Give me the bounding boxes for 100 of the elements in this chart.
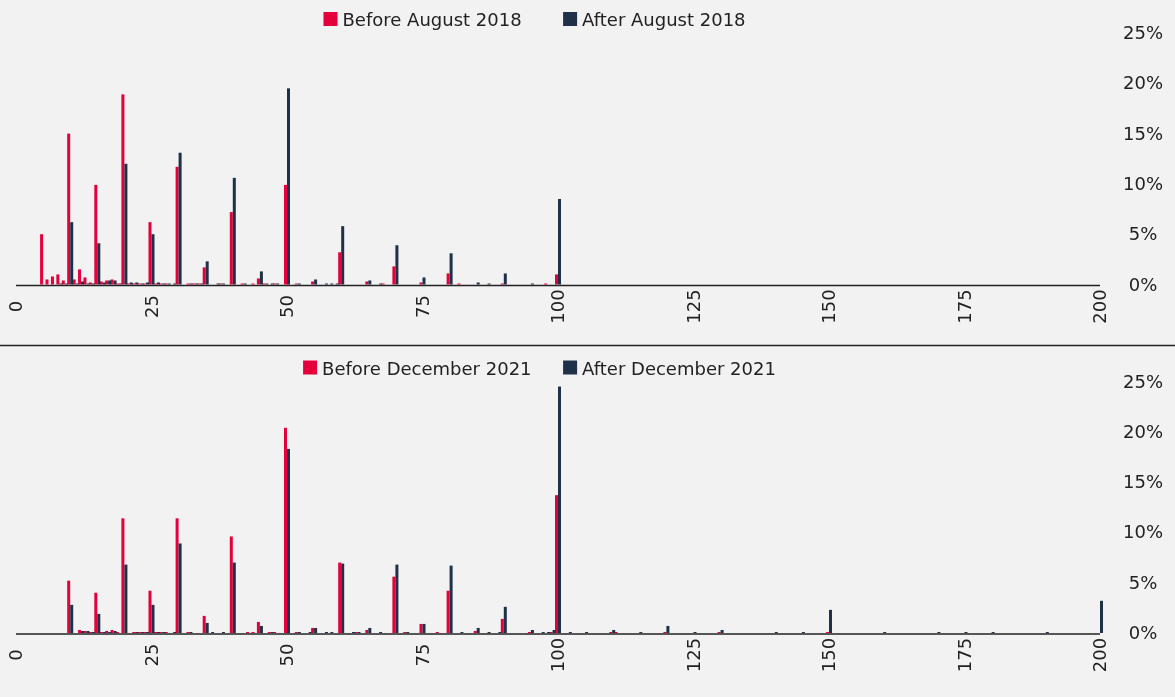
x-tick-label: 175 [953, 289, 975, 324]
bar [45, 279, 49, 285]
bar [70, 222, 74, 285]
bar [555, 495, 558, 633]
legend-label: Before August 2018 [342, 9, 522, 30]
y-tick-label: 10% [1122, 521, 1164, 543]
bar [446, 273, 450, 285]
bar [503, 273, 507, 285]
bar [205, 622, 209, 633]
x-tick-label: 25 [140, 643, 162, 667]
bar [148, 590, 152, 633]
x-tick-label: 50 [276, 643, 297, 667]
bar [287, 448, 290, 633]
bar [395, 564, 399, 633]
x-tick-label: 75 [411, 643, 433, 667]
bar [392, 576, 396, 633]
bar [124, 163, 128, 285]
bar [476, 627, 480, 633]
bar [284, 427, 287, 633]
bar [232, 177, 236, 285]
x-tick-label: 200 [1089, 289, 1110, 324]
bar [419, 282, 423, 285]
bar [72, 279, 76, 285]
bar [259, 625, 263, 633]
x-tick-label: 100 [547, 637, 568, 673]
bar [94, 184, 98, 285]
bar [395, 245, 399, 285]
bar [287, 88, 290, 285]
bar [256, 278, 260, 285]
bar [178, 152, 182, 285]
x-tick-label: 200 [1089, 637, 1110, 673]
bar [338, 252, 342, 285]
bar [829, 609, 832, 633]
legend-label: After August 2018 [582, 9, 746, 30]
y-tick-label: 10% [1122, 172, 1164, 194]
bar [121, 94, 125, 285]
y-tick-label: 0% [1128, 622, 1158, 643]
y-tick-label: 25% [1122, 370, 1164, 392]
bar [422, 277, 426, 285]
bar [148, 222, 152, 285]
bar [67, 580, 71, 633]
bar [178, 543, 182, 633]
bar [67, 133, 71, 285]
bar [256, 621, 260, 633]
y-tick-label: 20% [1122, 420, 1164, 442]
bar [97, 613, 101, 633]
y-tick-label: 0% [1128, 273, 1158, 295]
bar [229, 212, 233, 285]
bar [70, 604, 74, 633]
bar [446, 590, 450, 633]
legend-label: After December 2021 [582, 357, 776, 379]
bar [202, 267, 206, 285]
x-tick-label: 150 [818, 637, 839, 673]
x-tick-label: 150 [818, 289, 839, 324]
x-tick-label: 0 [5, 300, 26, 313]
bar [284, 184, 287, 285]
bar [97, 243, 101, 285]
bar [56, 274, 60, 285]
bar [500, 618, 504, 633]
y-tick-label: 5% [1128, 571, 1158, 593]
bar [175, 518, 179, 633]
y-tick-label: 15% [1122, 471, 1164, 493]
bar [83, 277, 87, 285]
bar [50, 276, 54, 285]
bar [78, 269, 82, 285]
bar [229, 536, 233, 633]
bar [259, 271, 263, 285]
y-tick-label: 5% [1128, 223, 1158, 245]
bar [476, 282, 480, 285]
y-tick-label: 20% [1122, 72, 1164, 94]
legend-label: Before December 2021 [322, 357, 532, 379]
bar [81, 281, 85, 285]
bar [40, 234, 44, 285]
bar [503, 606, 507, 633]
bar [175, 166, 179, 285]
x-tick-label: 50 [276, 295, 297, 318]
x-tick-label: 125 [682, 637, 704, 673]
x-tick-label: 125 [682, 289, 704, 324]
bar [151, 604, 155, 633]
bar [232, 562, 236, 633]
bar [449, 253, 453, 285]
bar [151, 234, 155, 285]
bar [124, 564, 128, 633]
bar [121, 518, 125, 633]
bar [555, 274, 558, 285]
bar [558, 386, 561, 633]
x-tick-label: 175 [953, 637, 975, 673]
y-tick-label: 15% [1122, 122, 1164, 144]
x-tick-label: 0 [5, 649, 26, 661]
bar [392, 266, 396, 285]
bar [449, 565, 453, 633]
bar [558, 198, 561, 285]
bar [202, 615, 206, 633]
x-tick-label: 25 [140, 295, 162, 318]
bar [205, 261, 209, 285]
bar [94, 592, 98, 633]
y-tick-label: 25% [1122, 22, 1164, 43]
bar [341, 226, 345, 285]
bar [1100, 600, 1103, 633]
x-tick-label: 75 [411, 295, 433, 318]
